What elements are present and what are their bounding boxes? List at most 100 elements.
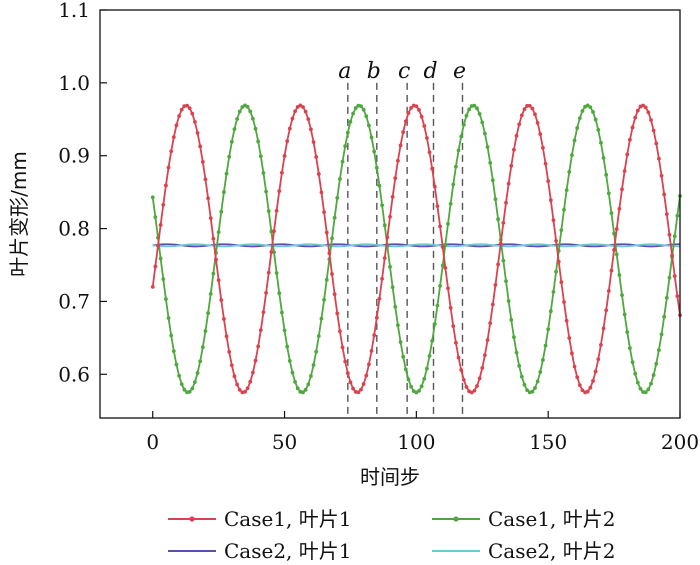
- series-2-point-192: [657, 348, 661, 353]
- legend-marker-1: [189, 516, 195, 522]
- series-1-point-98: [409, 105, 413, 110]
- series-1-point-9: [174, 123, 179, 128]
- series-2-point-117: [459, 134, 464, 139]
- series-2-point-25: [216, 230, 221, 235]
- series-2-point-163: [580, 109, 585, 113]
- series-1-point-160: [572, 364, 577, 369]
- series-1-point-91: [390, 194, 395, 199]
- series-1-point-154: [556, 259, 561, 264]
- series-1-point-157: [564, 318, 569, 323]
- series-1-point-183: [633, 115, 638, 120]
- series-2-point-152: [551, 289, 556, 294]
- series-1-point-49: [280, 170, 284, 175]
- series-1-point-197: [670, 253, 674, 258]
- series-1-point-51: [285, 139, 290, 144]
- series-2-point-71: [338, 177, 342, 181]
- series-2-point-6: [166, 316, 171, 320]
- series-2-point-106: [430, 339, 435, 343]
- series-2-point-43: [264, 189, 268, 194]
- series-1-point-114: [451, 324, 456, 328]
- series-2-point-125: [480, 120, 485, 125]
- series-1-point-181: [628, 137, 632, 142]
- series-1-point-58: [303, 109, 308, 114]
- series-2-point-134: [504, 279, 508, 284]
- series-1-point-108: [435, 204, 440, 208]
- series-2-point-51: [285, 344, 290, 349]
- series-2-point-33: [237, 109, 242, 114]
- series-1-point-73: [343, 359, 348, 364]
- marker-label-c: c: [398, 59, 410, 84]
- series-2-point-177: [617, 273, 622, 277]
- series-1-point-68: [330, 272, 334, 276]
- x-tick-label-100: 100: [397, 430, 435, 454]
- series-1-point-188: [646, 110, 651, 115]
- series-1-point-11: [179, 107, 184, 112]
- series-1-point-36: [245, 386, 250, 391]
- legend-item-1: Case1, 叶片1: [168, 507, 352, 531]
- series-2-point-199: [675, 213, 680, 218]
- series-1-point-96: [403, 119, 408, 124]
- series-2-point-83: [369, 135, 374, 140]
- series-1-point-30: [229, 363, 234, 368]
- series-1-point-189: [649, 118, 653, 122]
- series-2-point-68: [330, 236, 334, 241]
- series-2-point-94: [398, 340, 403, 344]
- series-1-point-128: [488, 321, 493, 326]
- series-1-point-146: [535, 121, 540, 125]
- series-2-point-196: [667, 275, 672, 280]
- series-2-point-179: [622, 312, 627, 317]
- legend-marker-2: [453, 516, 459, 522]
- series-2-point-66: [324, 277, 329, 282]
- series-2-point-93: [396, 323, 400, 328]
- series-2-point-70: [335, 195, 340, 200]
- series-1-point-85: [374, 315, 379, 320]
- series-1-point-103: [422, 124, 427, 128]
- series-1-point-16: [193, 120, 197, 124]
- series-2-point-105: [427, 353, 432, 358]
- series-2-point-157: [564, 188, 569, 193]
- series-2-point-96: [403, 367, 408, 372]
- series-1-point-106: [430, 166, 435, 171]
- series-2-point-47: [274, 271, 279, 275]
- series-1-point-101: [417, 108, 421, 112]
- series-2-point-162: [577, 116, 582, 120]
- series-2-point-178: [620, 293, 624, 298]
- series-2-point-139: [517, 363, 522, 368]
- series-2-point-52: [287, 358, 292, 363]
- series-1-point-2: [156, 243, 160, 248]
- series-1-point-75: [348, 380, 353, 385]
- series-2-point-61: [311, 363, 316, 367]
- series-1-point-44: [266, 270, 271, 275]
- series-2-point-176: [614, 252, 619, 257]
- series-2-point-79: [359, 104, 363, 109]
- legend-item-3: Case2, 叶片1: [168, 539, 352, 563]
- series-2-point-123: [475, 106, 479, 111]
- series-2-point-130: [493, 197, 498, 202]
- series-1-point-129: [490, 302, 495, 307]
- series-1-point-138: [514, 133, 519, 138]
- legend-label-1: Case1, 叶片1: [224, 507, 352, 531]
- series-1-point-126: [483, 353, 487, 358]
- series-2-point-20: [203, 329, 208, 333]
- series-1-point-198: [672, 274, 677, 278]
- series-2-point-15: [190, 386, 195, 391]
- series-2-point-195: [664, 295, 669, 300]
- series-2-point-63: [316, 334, 321, 338]
- series-1-point-170: [599, 342, 603, 347]
- series-2-point-32: [235, 117, 239, 121]
- series-2-point-141: [522, 382, 527, 387]
- series-2-point-158: [567, 169, 572, 174]
- series-1-point-132: [498, 241, 503, 246]
- series-1-point-178: [620, 187, 624, 192]
- series-1-point-39: [253, 358, 258, 363]
- series-1-point-13: [185, 103, 189, 108]
- series-2-point-85: [374, 165, 379, 170]
- series-2-point-137: [512, 335, 516, 340]
- legend-item-4: Case2, 叶片2: [432, 539, 616, 563]
- series-1-point-136: [509, 163, 514, 168]
- series-2-point-155: [559, 228, 564, 232]
- series-2-point-1: [153, 215, 158, 220]
- series-1-point-139: [517, 122, 522, 127]
- series-1-point-45: [269, 250, 274, 254]
